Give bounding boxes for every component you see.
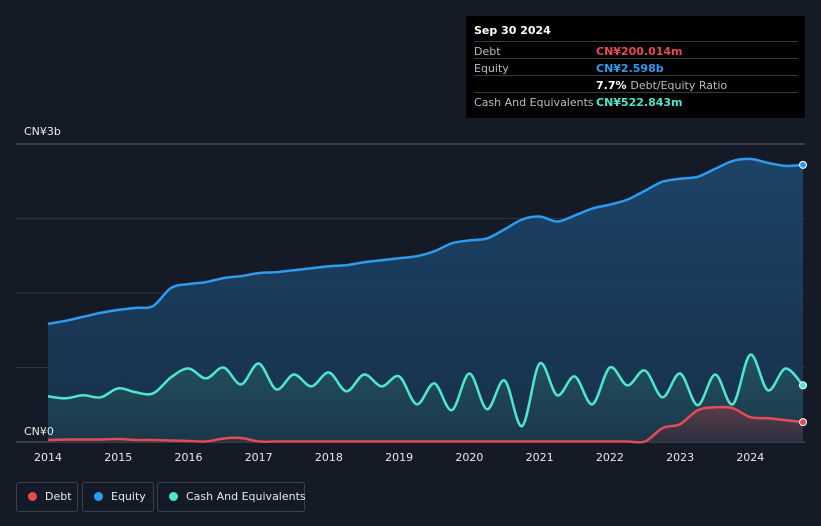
tooltip-ratio-value: 7.7% [596, 79, 627, 92]
x-tick-label: 2016 [174, 451, 202, 464]
legend-label-debt: Debt [45, 490, 72, 503]
y-axis-max-label: CN¥3b [24, 125, 61, 138]
cash-legend-dot-icon [169, 492, 178, 501]
x-tick-label: 2024 [736, 451, 764, 464]
tooltip-ratio-label: Debt/Equity Ratio [630, 79, 728, 92]
x-tick-label: 2022 [596, 451, 624, 464]
legend-item-debt[interactable]: Debt [16, 482, 78, 512]
legend-label-cash: Cash And Equivalents [186, 490, 306, 503]
tooltip-row-debt: Debt CN¥200.014m [474, 41, 798, 58]
equity-line [47, 157, 804, 326]
cash-and-equivalents-end-marker [799, 381, 807, 390]
tooltip-row-cash: Cash And Equivalents CN¥522.843m [474, 92, 798, 109]
tooltip-debt-value: CN¥200.014m [596, 45, 683, 58]
x-tick-label: 2018 [315, 451, 343, 464]
tooltip-equity-value: CN¥2.598b [596, 62, 664, 75]
y-axis-zero-label: CN¥0 [24, 425, 54, 438]
debt-line [47, 405, 804, 444]
cash-and-equivalents-line [47, 353, 804, 428]
tooltip-cash-value: CN¥522.843m [596, 96, 683, 109]
legend-label-equity: Equity [111, 490, 146, 503]
data-tooltip: Sep 30 2024 Debt CN¥200.014m Equity CN¥2… [466, 16, 805, 118]
tooltip-row-equity: Equity CN¥2.598b [474, 58, 798, 75]
equity-end-marker [799, 160, 807, 169]
legend-item-equity[interactable]: Equity [82, 482, 154, 512]
tooltip-cash-label: Cash And Equivalents [474, 96, 594, 109]
legend-item-cash[interactable]: Cash And Equivalents [157, 482, 306, 512]
x-tick-label: 2017 [245, 451, 273, 464]
x-tick-label: 2020 [455, 451, 483, 464]
debt-area [48, 406, 803, 443]
debt-end-marker [799, 418, 807, 427]
x-tick-label: 2023 [666, 451, 694, 464]
cash-and-equivalents-area [48, 354, 803, 442]
x-tick-label: 2019 [385, 451, 413, 464]
x-tick-label: 2021 [526, 451, 554, 464]
debt-legend-dot-icon [28, 492, 37, 501]
tooltip-date: Sep 30 2024 [474, 24, 551, 37]
x-tick-label: 2014 [34, 451, 62, 464]
tooltip-equity-label: Equity [474, 62, 509, 75]
x-tick-label: 2015 [104, 451, 132, 464]
tooltip-row-ratio: 7.7% Debt/Equity Ratio [474, 75, 798, 92]
equity-legend-dot-icon [94, 492, 103, 501]
tooltip-debt-label: Debt [474, 45, 501, 58]
